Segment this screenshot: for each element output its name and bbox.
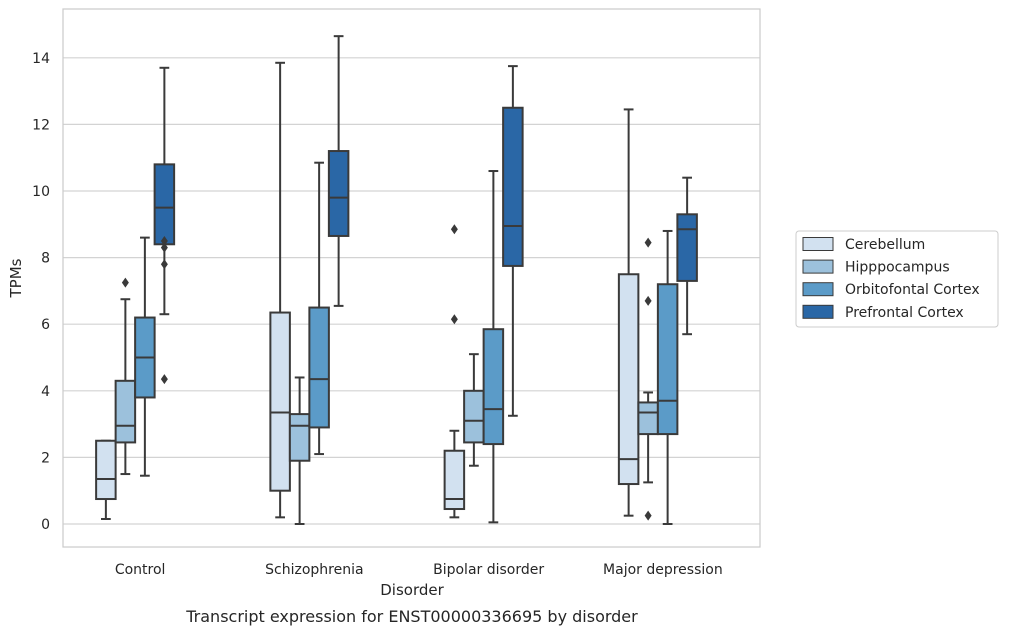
box-cerebellum (269, 61, 291, 519)
legend-swatch (802, 304, 834, 319)
legend-swatch (802, 259, 834, 274)
legend-label: Cerebellum (845, 237, 925, 253)
x-tick-labels: Control Schizophrenia Bipolar disorder Majo… (115, 562, 723, 578)
x-tick-label: Major depression (603, 562, 723, 578)
legend-swatch (802, 237, 834, 251)
box-iqr (153, 163, 176, 246)
box-prefrontal-cortex (153, 66, 176, 385)
legend-frame (795, 230, 999, 328)
box-prefrontal-cortex (676, 176, 698, 336)
box-hipppocampus (463, 353, 485, 467)
y-tick-label: 14 (32, 51, 50, 67)
outlier-point (160, 242, 168, 253)
box-cerebellum (443, 224, 466, 519)
box-hipppocampus (288, 376, 311, 525)
outlier-point (121, 277, 129, 288)
outlier-point (644, 510, 652, 521)
box-orbitofontal-cortex (308, 161, 330, 456)
legend-label: Orbitofontal Cortex (845, 282, 980, 298)
outlier-point (160, 374, 168, 385)
outlier-point (644, 295, 652, 306)
box-prefrontal-cortex (502, 65, 524, 417)
box-iqr (482, 328, 505, 446)
legend-label: Hipppocampus (845, 260, 950, 276)
box-iqr (656, 283, 679, 436)
y-tick-label: 2 (41, 450, 50, 466)
legend: Cerebellum Hipppocampus Orbitofontal Corte… (795, 230, 999, 328)
box-iqr (95, 439, 117, 501)
x-tick-label: Control (115, 562, 166, 578)
box-iqr (327, 150, 350, 237)
legend-label: Prefrontal Cortex (845, 305, 964, 321)
grid-lines (63, 57, 760, 525)
y-axis-label: TPMs (7, 258, 25, 298)
chart-caption: Transcript expression for ENST0000033669… (185, 607, 638, 626)
box-hipppocampus (114, 277, 137, 476)
box-iqr (676, 213, 698, 282)
legend-swatch (802, 282, 834, 297)
box-iqr (269, 311, 291, 492)
box-iqr (463, 389, 485, 444)
y-tick-label: 12 (32, 117, 50, 133)
x-axis-label: Disorder (380, 581, 444, 599)
x-tick-label: Bipolar disorder (433, 562, 544, 578)
outlier-point (160, 259, 168, 270)
y-tick-labels: 0 2 4 6 8 10 12 14 (32, 51, 50, 533)
box-iqr (637, 401, 659, 436)
y-tick-label: 10 (32, 184, 50, 200)
box-orbitofontal-cortex (482, 170, 505, 524)
box-groups (95, 35, 698, 525)
box-iqr (443, 449, 466, 511)
box-prefrontal-cortex (327, 35, 350, 307)
box-iqr (617, 273, 640, 486)
box-orbitofontal-cortex (134, 236, 156, 477)
y-tick-label: 8 (41, 251, 50, 267)
y-tick-label: 4 (41, 384, 50, 400)
box-iqr (114, 379, 137, 444)
box-iqr (502, 106, 524, 267)
plot-frame (62, 8, 761, 548)
box-hipppocampus (637, 237, 659, 521)
y-tick-label: 0 (41, 517, 50, 533)
box-orbitofontal-cortex (656, 229, 679, 525)
outlier-point (644, 237, 652, 248)
box-cerebellum (617, 108, 640, 517)
outlier-point (450, 224, 458, 235)
outlier-point (450, 314, 458, 325)
box-cerebellum (95, 439, 117, 521)
box-iqr (308, 306, 330, 429)
box-iqr (288, 413, 311, 462)
y-tick-label: 6 (41, 317, 50, 333)
outlier-point (160, 235, 168, 246)
x-tick-label: Schizophrenia (265, 562, 363, 578)
